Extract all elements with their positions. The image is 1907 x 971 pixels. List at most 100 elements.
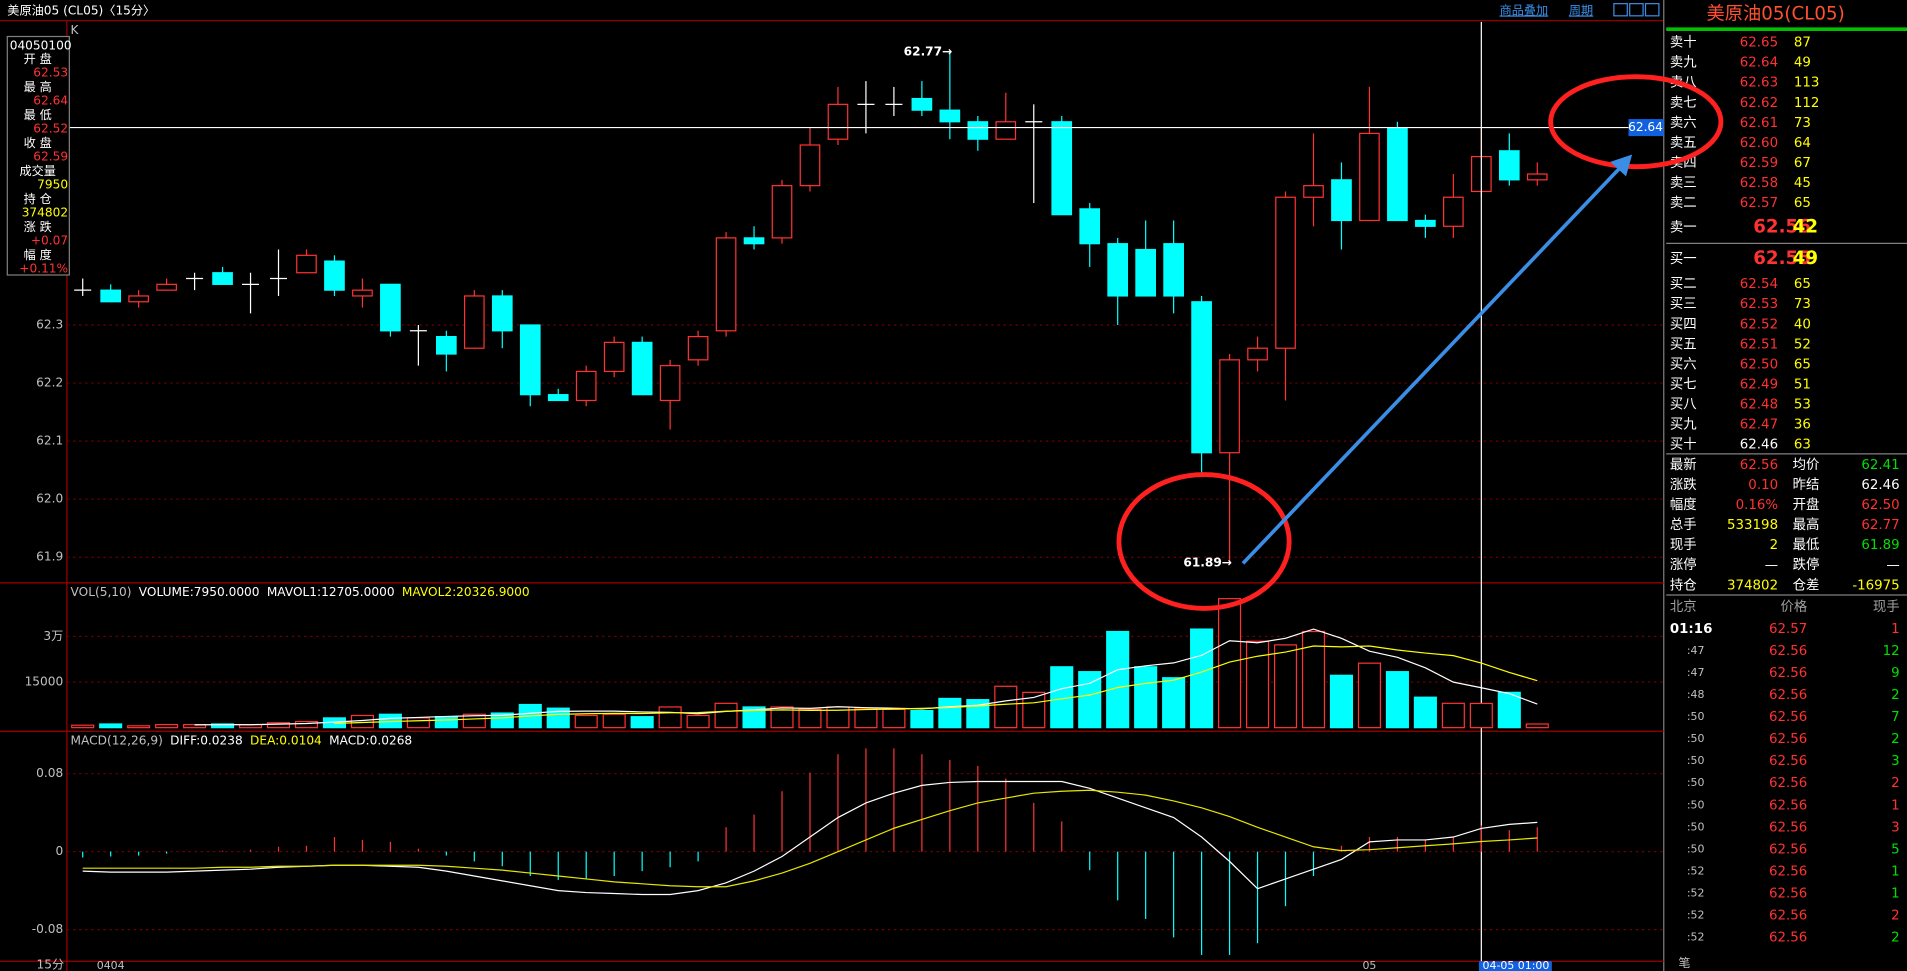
stat-value: 0.10 — [1748, 478, 1778, 493]
stat-label: 持仓 — [1670, 577, 1697, 593]
volume-bar — [630, 716, 654, 729]
volume-bar — [406, 717, 430, 729]
window-icon[interactable] — [1644, 3, 1660, 17]
stat-label: 最低 — [1793, 537, 1820, 553]
candle-body — [1331, 179, 1352, 222]
info-value: 62.59 — [33, 149, 68, 163]
candle-body — [1135, 248, 1156, 297]
candle-body — [380, 283, 401, 332]
tick-price: 62.56 — [1769, 908, 1807, 923]
book-label: 买七 — [1670, 377, 1697, 393]
candle-body — [100, 289, 122, 303]
y-tick-label: 61.9 — [36, 550, 63, 564]
volume-bar — [742, 706, 766, 729]
candle-body — [212, 272, 233, 285]
tick-price: 62.56 — [1769, 864, 1807, 879]
tick-volume: 5 — [1891, 842, 1900, 857]
tick-volume: 3 — [1891, 820, 1900, 835]
book-volume: 87 — [1794, 36, 1811, 51]
volume-bar — [1441, 702, 1465, 729]
volume-bar — [1413, 696, 1437, 729]
volume-bar — [155, 723, 179, 729]
candle-body — [1219, 359, 1240, 454]
book-label: 卖九 — [1670, 55, 1697, 71]
tick-time: 01:16 — [1670, 622, 1713, 637]
candle-body — [1498, 150, 1520, 181]
candle-body — [1387, 126, 1408, 222]
volume-bar — [490, 712, 514, 729]
tick-volume: 1 — [1891, 798, 1900, 813]
cursor-price-tag — [1628, 119, 1664, 137]
panel-header: MAVOL2:20326.9000 — [402, 585, 530, 599]
tick-price: 62.56 — [1769, 732, 1807, 747]
window-icon[interactable] — [1629, 3, 1644, 17]
book-price: 62.57 — [1740, 196, 1778, 211]
volume-bar — [686, 714, 710, 729]
tick-time: :50 — [1687, 732, 1705, 745]
candle-body — [352, 289, 373, 297]
book-volume: 64 — [1794, 136, 1811, 151]
volume-bar — [574, 714, 598, 729]
tick-time: :52 — [1687, 864, 1705, 877]
window-icon[interactable] — [1613, 3, 1628, 17]
volume-bar — [1329, 674, 1354, 729]
tick-volume: 2 — [1891, 732, 1900, 747]
volume-bar — [1162, 677, 1186, 729]
book-price: 62.60 — [1740, 136, 1778, 151]
book-label: 卖三 — [1670, 175, 1697, 191]
y-tick-label: 62.2 — [36, 376, 63, 390]
book-volume: 42 — [1793, 217, 1818, 238]
tick-time: :50 — [1687, 710, 1705, 723]
tick-time: :48 — [1687, 688, 1705, 701]
book-volume: 63 — [1794, 438, 1811, 453]
panel-header: MAVOL1:12705.0000 — [267, 585, 395, 599]
candle-body — [156, 283, 177, 291]
book-volume: 73 — [1794, 297, 1811, 312]
tick-volume: 2 — [1891, 930, 1900, 945]
tick-volume: 1 — [1891, 864, 1900, 879]
volume-bar — [99, 723, 123, 729]
stat-value: 62.50 — [1861, 498, 1899, 513]
candle-body — [939, 109, 961, 123]
book-label: 买八 — [1670, 397, 1697, 413]
chart-layer: 61.9 62.0 62.1 62.2 62.3 62.77→ 61.89→ 62.64 040… — [25, 21, 1664, 971]
info-label: 持 仓 — [24, 191, 52, 206]
overlay-button[interactable]: 商品叠加 — [1500, 2, 1549, 17]
x-tick-label: 0404 — [97, 959, 125, 971]
info-value: 62.53 — [33, 66, 68, 80]
highlight-arrow — [1241, 166, 1622, 565]
tick-volume: 2 — [1891, 908, 1900, 923]
tick-price: 62.56 — [1769, 798, 1807, 813]
tick-price: 62.56 — [1769, 710, 1807, 725]
cursor-price-label: 62.64 — [1628, 120, 1663, 134]
volume-bar — [714, 702, 738, 729]
stat-label: 仓差 — [1793, 577, 1820, 593]
y-tick-label: -0.08 — [32, 922, 63, 936]
book-volume: 112 — [1794, 96, 1820, 111]
info-label: 收 盘 — [24, 135, 52, 150]
candle-body — [603, 341, 625, 373]
volume-bar — [1525, 723, 1549, 729]
stat-value: 62.77 — [1861, 518, 1899, 533]
x-tick-label: 05 — [1362, 959, 1376, 971]
volume-bar — [770, 706, 794, 729]
book-volume: 113 — [1794, 76, 1820, 91]
period-button[interactable]: 周期 — [1569, 3, 1593, 17]
stat-value: -16975 — [1852, 578, 1899, 593]
volume-bar — [1469, 702, 1493, 729]
tick-time: :50 — [1687, 754, 1705, 767]
tick-volume: 2 — [1891, 776, 1900, 791]
ticks-header: 北京 — [1670, 599, 1697, 615]
book-label: 卖十 — [1670, 35, 1697, 51]
panel-header: DIFF:0.0238 — [170, 734, 243, 748]
candle-body — [519, 324, 541, 396]
candle-body — [659, 365, 681, 402]
chart-label: K — [71, 23, 80, 37]
volume-bar — [434, 716, 458, 729]
tick-volume: 7 — [1891, 710, 1900, 725]
tick-time: :50 — [1687, 820, 1705, 833]
arrow-head — [1610, 154, 1633, 177]
info-value: +0.07 — [31, 233, 68, 247]
